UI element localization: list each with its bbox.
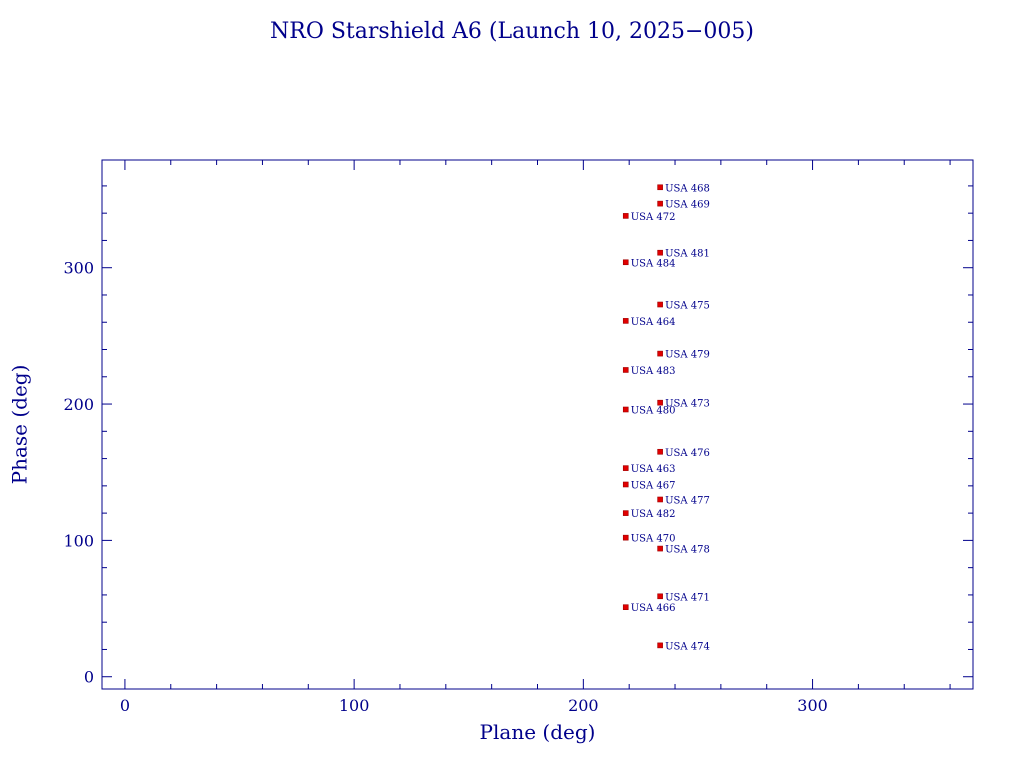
point-label: USA 479 <box>665 350 710 361</box>
data-point <box>622 259 629 266</box>
point-label: USA 468 <box>665 183 710 194</box>
point-label: USA 478 <box>665 545 710 556</box>
data-point <box>622 481 629 488</box>
data-point <box>622 465 629 471</box>
point-label: USA 472 <box>631 212 676 223</box>
data-point <box>622 534 629 541</box>
point-label: USA 466 <box>631 603 676 614</box>
y-tick-label: 300 <box>63 259 94 278</box>
point-label: USA 473 <box>665 399 710 410</box>
data-point <box>622 213 629 219</box>
point-label: USA 477 <box>665 495 710 506</box>
y-axis-label: Phase (deg) <box>8 365 32 485</box>
point-label: USA 480 <box>631 406 676 417</box>
axis-ticks <box>102 160 973 689</box>
y-tick-label: 0 <box>84 668 94 687</box>
point-label: USA 476 <box>665 448 710 459</box>
data-point <box>657 301 663 308</box>
point-label: USA 482 <box>631 509 676 520</box>
data-point <box>657 249 663 256</box>
data-point <box>657 200 663 207</box>
data-point <box>657 184 663 191</box>
data-point <box>657 399 663 406</box>
point-label: USA 481 <box>665 249 710 260</box>
y-tick-label: 100 <box>63 531 94 550</box>
point-label: USA 483 <box>631 366 676 377</box>
data-point <box>622 367 629 373</box>
data-point <box>622 318 629 324</box>
data-point <box>657 496 663 503</box>
data-point <box>657 593 663 600</box>
point-label: USA 475 <box>665 301 710 312</box>
point-label: USA 463 <box>631 464 676 475</box>
point-label: USA 484 <box>631 258 676 269</box>
data-point <box>657 545 663 552</box>
data-point <box>657 448 663 455</box>
point-label: USA 469 <box>665 200 710 211</box>
axis-tick-labels: 0 100 200 300 0 100 200 300 <box>63 259 827 715</box>
data-point <box>622 406 629 413</box>
point-label: USA 471 <box>665 592 710 603</box>
point-label: USA 464 <box>631 317 676 328</box>
data-point <box>657 350 663 357</box>
data-point <box>622 604 629 610</box>
x-tick-label: 0 <box>120 696 130 715</box>
x-tick-label: 100 <box>339 696 370 715</box>
data-point <box>657 642 663 649</box>
data-point <box>622 510 629 516</box>
x-tick-label: 300 <box>797 696 828 715</box>
chart-title: NRO Starshield A6 (Launch 10, 2025−005) <box>270 19 754 44</box>
x-tick-label: 200 <box>568 696 599 715</box>
y-tick-label: 200 <box>63 395 94 414</box>
point-label: USA 470 <box>631 534 676 545</box>
point-label: USA 474 <box>665 641 710 652</box>
point-label: USA 467 <box>631 480 676 491</box>
x-axis-label: Plane (deg) <box>480 720 596 744</box>
